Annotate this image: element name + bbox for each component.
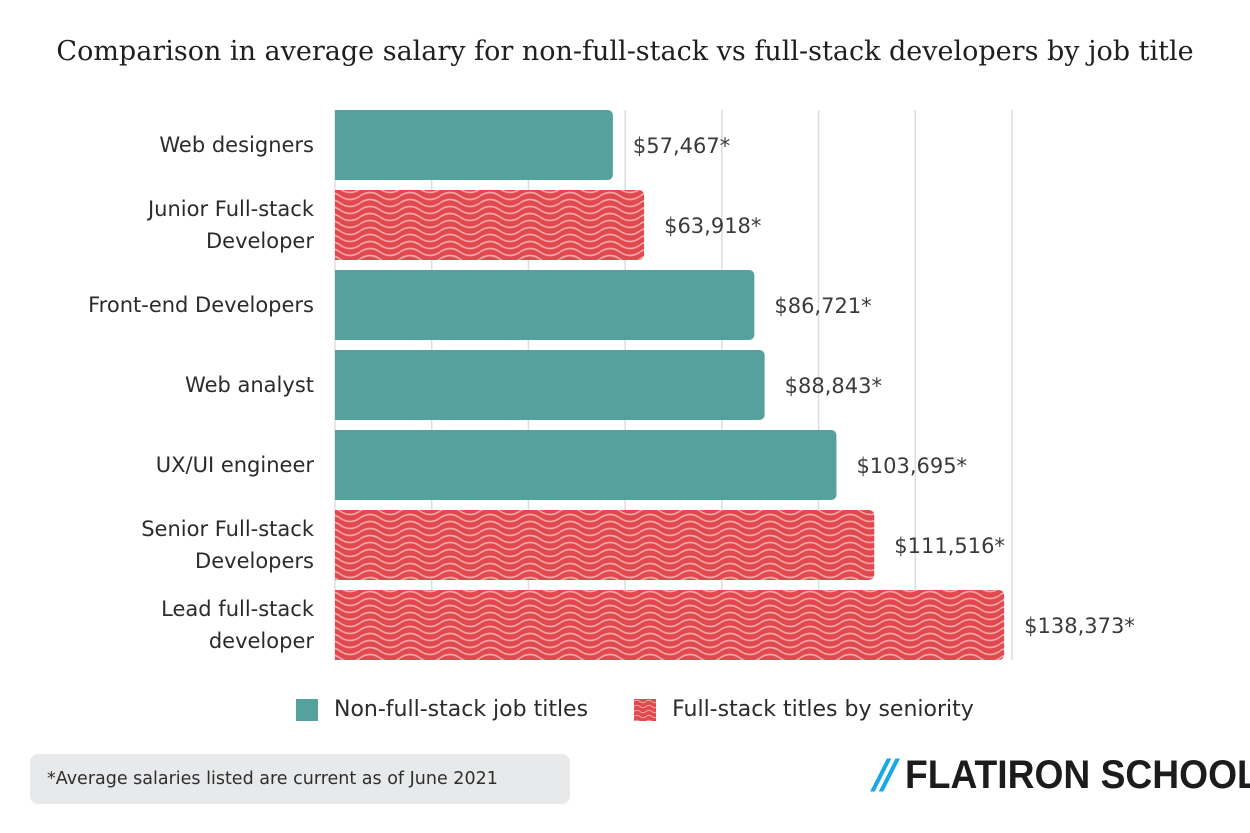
category-label-0: Web designers <box>159 133 314 157</box>
category-label-5: Senior Full-stack Developers <box>141 517 315 573</box>
value-label-4: $103,695* <box>856 454 967 478</box>
bar-1 <box>335 190 645 260</box>
category-label-1: Junior Full-stack Developer <box>146 197 315 253</box>
logo-wordmark: FLATIRON SCHOOL <box>905 752 1250 797</box>
legend-label-non-full-stack: Non-full-stack job titles <box>334 697 589 722</box>
category-label-4: UX/UI engineer <box>156 453 315 477</box>
value-label-0: $57,467* <box>633 134 730 158</box>
value-label-3: $88,843* <box>785 374 882 398</box>
value-label-6: $138,373* <box>1024 614 1135 638</box>
legend: Non-full-stack job titles Full-stack tit… <box>296 697 1020 722</box>
bar-5 <box>335 510 875 580</box>
category-label-3: Web analyst <box>185 373 314 397</box>
legend-swatch-pattern <box>634 698 657 721</box>
bar-4 <box>335 430 837 500</box>
bar-2 <box>335 270 755 340</box>
value-label-1: $63,918* <box>664 214 761 238</box>
category-label-6: Lead full-stack developer <box>161 597 315 653</box>
bar-0 <box>335 110 613 180</box>
chart-title: Comparison in average salary for non-ful… <box>56 36 1194 67</box>
footnote: *Average salaries listed are current as … <box>30 754 570 804</box>
flatiron-school-logo: // FLATIRON SCHOOL <box>874 752 1250 798</box>
legend-label-full-stack: Full-stack titles by seniority <box>672 697 974 722</box>
value-label-5: $111,516* <box>894 534 1005 558</box>
bar-3 <box>335 350 765 420</box>
logo-slashes-icon: // <box>874 752 897 798</box>
legend-swatch-solid <box>296 698 318 721</box>
bar-6 <box>335 590 1005 660</box>
legend-item-full-stack: Full-stack titles by seniority <box>634 697 974 722</box>
value-label-2: $86,721* <box>774 294 871 318</box>
legend-item-non-full-stack: Non-full-stack job titles <box>296 697 588 722</box>
bars: $57,467* Web designers $63,918* Junior Full… <box>88 110 1135 660</box>
category-label-2: Front-end Developers <box>88 293 314 317</box>
